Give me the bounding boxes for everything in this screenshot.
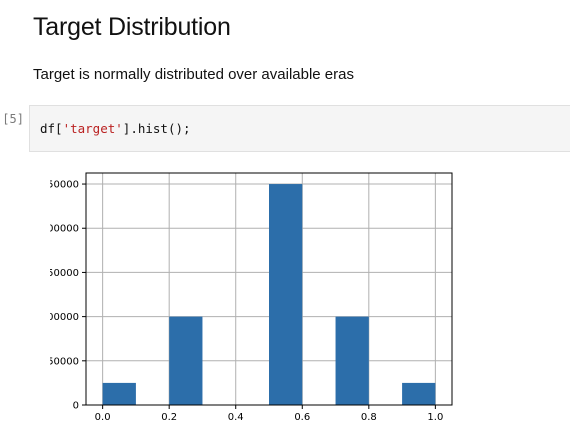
histogram-chart: 0.0 0.2 0.4 0.6 0.8 1.0 0 50000 100000 150000 2000…: [50, 172, 453, 423]
histogram-bar: [169, 316, 203, 405]
y-tick-label: 0: [73, 401, 79, 412]
cell-prompt: [5]:: [0, 112, 24, 126]
code-suffix: ].hist();: [122, 121, 191, 136]
x-tick-label: 0.4: [228, 412, 244, 423]
axes-frame: [85, 172, 453, 406]
section-description: Target is normally distributed over avai…: [33, 66, 354, 83]
x-tick-label: 1.0: [427, 412, 443, 423]
y-tick-label: 100000: [50, 312, 79, 323]
section-heading: Target Distribution: [33, 13, 231, 41]
x-tick-label: 0.2: [161, 412, 177, 423]
histogram-bar: [102, 382, 136, 405]
y-tick-label: 50000: [50, 356, 79, 367]
histogram-bar: [335, 316, 369, 405]
tick-layer: 0.0 0.2 0.4 0.6 0.8 1.0 0 50000 100000 150000 2000…: [50, 180, 443, 423]
histogram-bar: [269, 184, 303, 405]
x-tick-label: 0.6: [294, 412, 310, 423]
x-tick-label: 0.0: [95, 412, 111, 423]
x-tick-label: 0.8: [361, 412, 377, 423]
code-string: 'target': [62, 121, 123, 136]
code-cell[interactable]: df['target'].hist();: [29, 105, 570, 152]
y-tick-label: 150000: [50, 268, 79, 279]
y-tick-label: 200000: [50, 224, 79, 235]
bar-layer: [102, 184, 436, 405]
code-prefix: df[: [40, 121, 63, 136]
y-tick-label: 250000: [50, 180, 79, 191]
histogram-bar: [402, 382, 436, 405]
code-text[interactable]: df['target'].hist();: [40, 121, 191, 136]
